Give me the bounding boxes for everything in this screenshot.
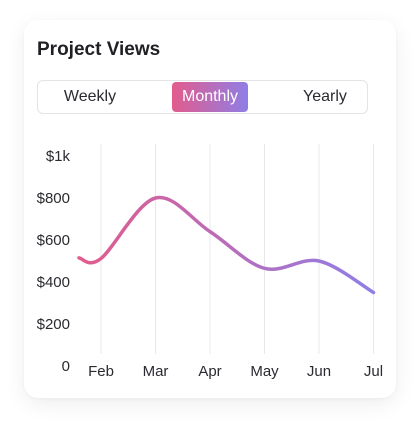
- tab-weekly[interactable]: Weekly: [63, 88, 117, 105]
- y-tick-label: $200: [37, 316, 70, 333]
- series-line: [77, 195, 376, 295]
- x-tick-label-mar: Mar: [143, 363, 169, 380]
- y-tick-label: 0: [62, 358, 70, 375]
- x-tick-label-apr: Apr: [198, 363, 221, 380]
- y-tick-label: $600: [37, 232, 70, 249]
- x-tick-label-jun: Jun: [307, 363, 331, 380]
- y-tick-label: $800: [37, 190, 70, 207]
- x-tick-label-jul: Jul: [364, 363, 383, 380]
- period-tabs: Weekly Monthly Yearly: [37, 80, 368, 114]
- tab-yearly[interactable]: Yearly: [303, 88, 347, 105]
- card-title: Project Views: [37, 39, 161, 60]
- x-tick-label-may: May: [250, 363, 279, 380]
- y-tick-label: $1k: [46, 148, 71, 165]
- y-tick-label: $400: [37, 274, 70, 291]
- x-tick-label-feb: Feb: [88, 363, 114, 380]
- tab-monthly[interactable]: Monthly: [172, 82, 248, 112]
- line-chart: 0 $200 $400 $600 $800 $1k Feb Mar Apr May Jun Jul: [37, 144, 383, 380]
- project-views-card: Project Views Weekly Monthly Yearly 0 $20…: [24, 20, 396, 398]
